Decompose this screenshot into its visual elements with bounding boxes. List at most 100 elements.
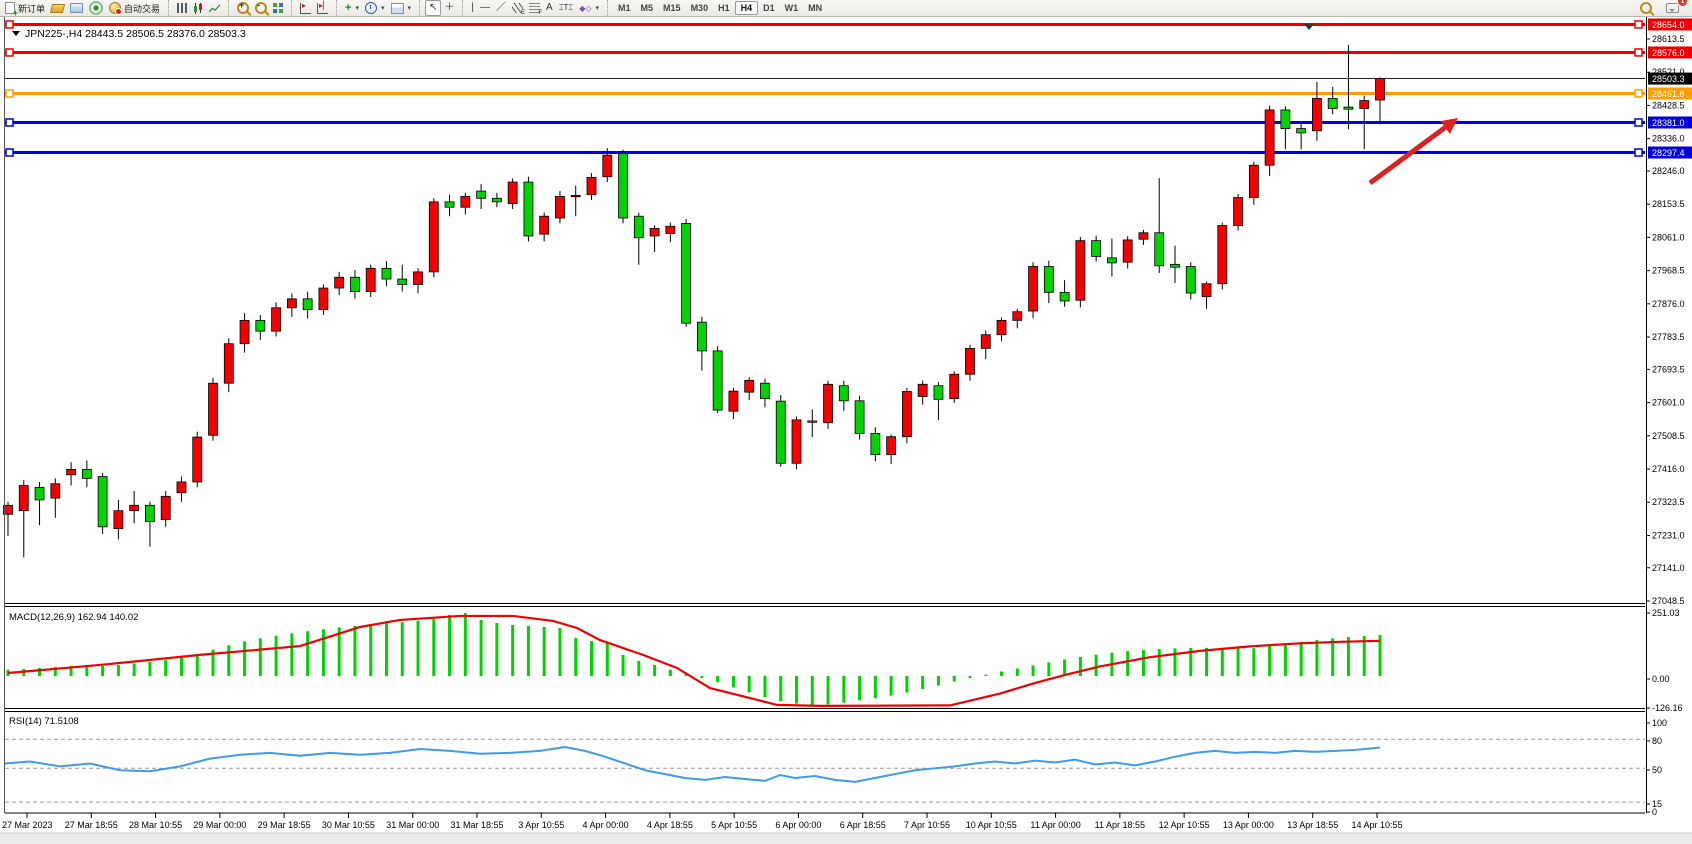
notifications-button[interactable]: 1 (1663, 0, 1688, 15)
candle (271, 307, 281, 332)
signal-icon (89, 1, 104, 15)
svg-text:31 Mar 00:00: 31 Mar 00:00 (386, 820, 439, 830)
svg-text:28336.0: 28336.0 (1652, 134, 1685, 144)
cursor-button[interactable]: ↖ (425, 0, 442, 16)
svg-text:14 Apr 10:55: 14 Apr 10:55 (1351, 820, 1402, 830)
monitor-icon (70, 3, 84, 13)
timeframe-d1[interactable]: D1 (763, 3, 775, 13)
tile-windows-button[interactable] (270, 1, 286, 15)
crosshair-button[interactable]: ＋ (441, 1, 457, 15)
line-handle (1634, 148, 1643, 157)
candle (507, 181, 518, 205)
svg-text:6 Apr 18:55: 6 Apr 18:55 (840, 820, 886, 830)
indicators-plus-icon: + (345, 2, 352, 14)
svg-text:13 Apr 18:55: 13 Apr 18:55 (1287, 820, 1338, 830)
candle (1280, 109, 1291, 129)
candle (223, 343, 234, 384)
text-label-button[interactable]: ⌶T⌶ (556, 1, 577, 15)
time-axis[interactable]: 27 Mar 2023 27 Mar 18:55 28 Mar 10:55 29 Ma… (2, 813, 1403, 830)
chart-frame (0, 16, 1692, 814)
svg-text:27416.0: 27416.0 (1652, 464, 1685, 474)
bottom-strip (0, 833, 1692, 844)
chart-title: JPN225-,H4 28443.5 28506.5 28376.0 28503… (12, 28, 246, 40)
new-order-icon (5, 2, 18, 18)
gold-bar-icon (49, 3, 66, 13)
timeframe-h1[interactable]: H1 (718, 3, 730, 13)
candle (618, 152, 628, 219)
macd-panel: MACD(12,26,9) 162.94 140.02 251.03 0.00 -12… (6, 608, 1683, 713)
svg-text:27693.5: 27693.5 (1652, 364, 1685, 374)
autotrade-label: 自动交易 (124, 3, 161, 14)
svg-text:11 Apr 00:00: 11 Apr 00:00 (1030, 820, 1080, 830)
search-button[interactable] (1637, 1, 1655, 15)
price-axis[interactable]: 28613.5 28521.0 28428.5 28336.0 28246.0 28153… (1646, 18, 1692, 606)
channel-button[interactable] (509, 1, 526, 16)
vertical-line-icon: | (471, 2, 475, 13)
line-chart-button[interactable] (206, 1, 223, 15)
zoom-out-button[interactable]: - (252, 1, 270, 15)
chat-bubble-icon (1666, 3, 1679, 13)
candle (81, 468, 92, 479)
bar-chart-button[interactable] (174, 1, 190, 15)
horizontal-level-lines[interactable] (5, 20, 1645, 157)
chart-shift-button[interactable] (314, 1, 331, 15)
timeframe-h4[interactable]: H4 (734, 1, 759, 15)
timeframe-m1[interactable]: M1 (618, 3, 631, 13)
candle (50, 483, 61, 499)
svg-text:29 Mar 00:00: 29 Mar 00:00 (193, 820, 246, 830)
timeframe-m30[interactable]: M30 (690, 3, 709, 13)
candle (854, 400, 865, 434)
line-chart-icon (209, 3, 221, 13)
new-order-label: 新订单 (18, 3, 46, 14)
timeframe-m15[interactable]: M15 (663, 3, 681, 13)
arrows-button[interactable]: ◆◇ ▾ (576, 1, 602, 15)
candle (428, 201, 439, 273)
vertical-line-button[interactable]: | (468, 1, 477, 15)
new-order-button[interactable]: 新订单 (2, 1, 48, 18)
svg-text:30 Mar 10:55: 30 Mar 10:55 (322, 820, 375, 830)
zoom-in-button[interactable]: + (234, 1, 252, 15)
candle (1012, 311, 1023, 321)
main-toolbar: 新订单 自动交易 + - +▾ ▾ ▾ ↖ ＋ | — ／ A ⌶ (0, 0, 1692, 18)
line-handle (5, 20, 14, 29)
autotrade-button[interactable]: 自动交易 (106, 1, 163, 15)
timeframe-m5[interactable]: M5 (640, 3, 654, 13)
svg-text:-126.16: -126.16 (1652, 703, 1683, 713)
trendline-button[interactable]: ／ (493, 1, 509, 15)
svg-text:12 Apr 10:55: 12 Apr 10:55 (1159, 820, 1210, 830)
signals-button[interactable] (86, 1, 106, 15)
equidistant-channel-icon (512, 3, 525, 16)
svg-text:6 Apr 00:00: 6 Apr 00:00 (775, 820, 821, 830)
templates-button[interactable]: ▾ (388, 1, 415, 15)
deposit-button[interactable] (48, 1, 67, 15)
candle (1201, 283, 1212, 298)
svg-text:28654.0: 28654.0 (1652, 20, 1685, 30)
annotation-arrow[interactable] (1368, 118, 1458, 186)
fibonacci-button[interactable] (526, 1, 543, 16)
chevron-down-icon: ▾ (355, 5, 359, 12)
candlestick-chart-button[interactable] (190, 1, 206, 15)
candle (1264, 109, 1275, 166)
svg-text:28061.0: 28061.0 (1652, 232, 1685, 242)
periods-button[interactable]: ▾ (362, 1, 388, 15)
line-handle (1634, 89, 1643, 98)
candle (1248, 164, 1259, 198)
horizontal-line-button[interactable]: — (477, 1, 493, 15)
auto-scroll-button[interactable] (297, 1, 314, 15)
svg-text:27323.5: 27323.5 (1652, 497, 1685, 507)
candle (886, 436, 897, 456)
candle (728, 390, 739, 412)
candle (350, 276, 360, 293)
candle (760, 382, 770, 400)
svg-text:100: 100 (1652, 718, 1667, 728)
market-watch-button[interactable] (67, 1, 86, 15)
timeframe-mn[interactable]: MN (808, 3, 823, 13)
chart-shift-icon (317, 1, 329, 14)
timeframe-w1[interactable]: W1 (784, 3, 799, 13)
search-icon (1640, 2, 1652, 14)
indicators-button[interactable]: + ▾ (342, 1, 362, 15)
candle (491, 197, 502, 203)
text-button[interactable]: A (543, 1, 556, 15)
candle (476, 190, 487, 199)
